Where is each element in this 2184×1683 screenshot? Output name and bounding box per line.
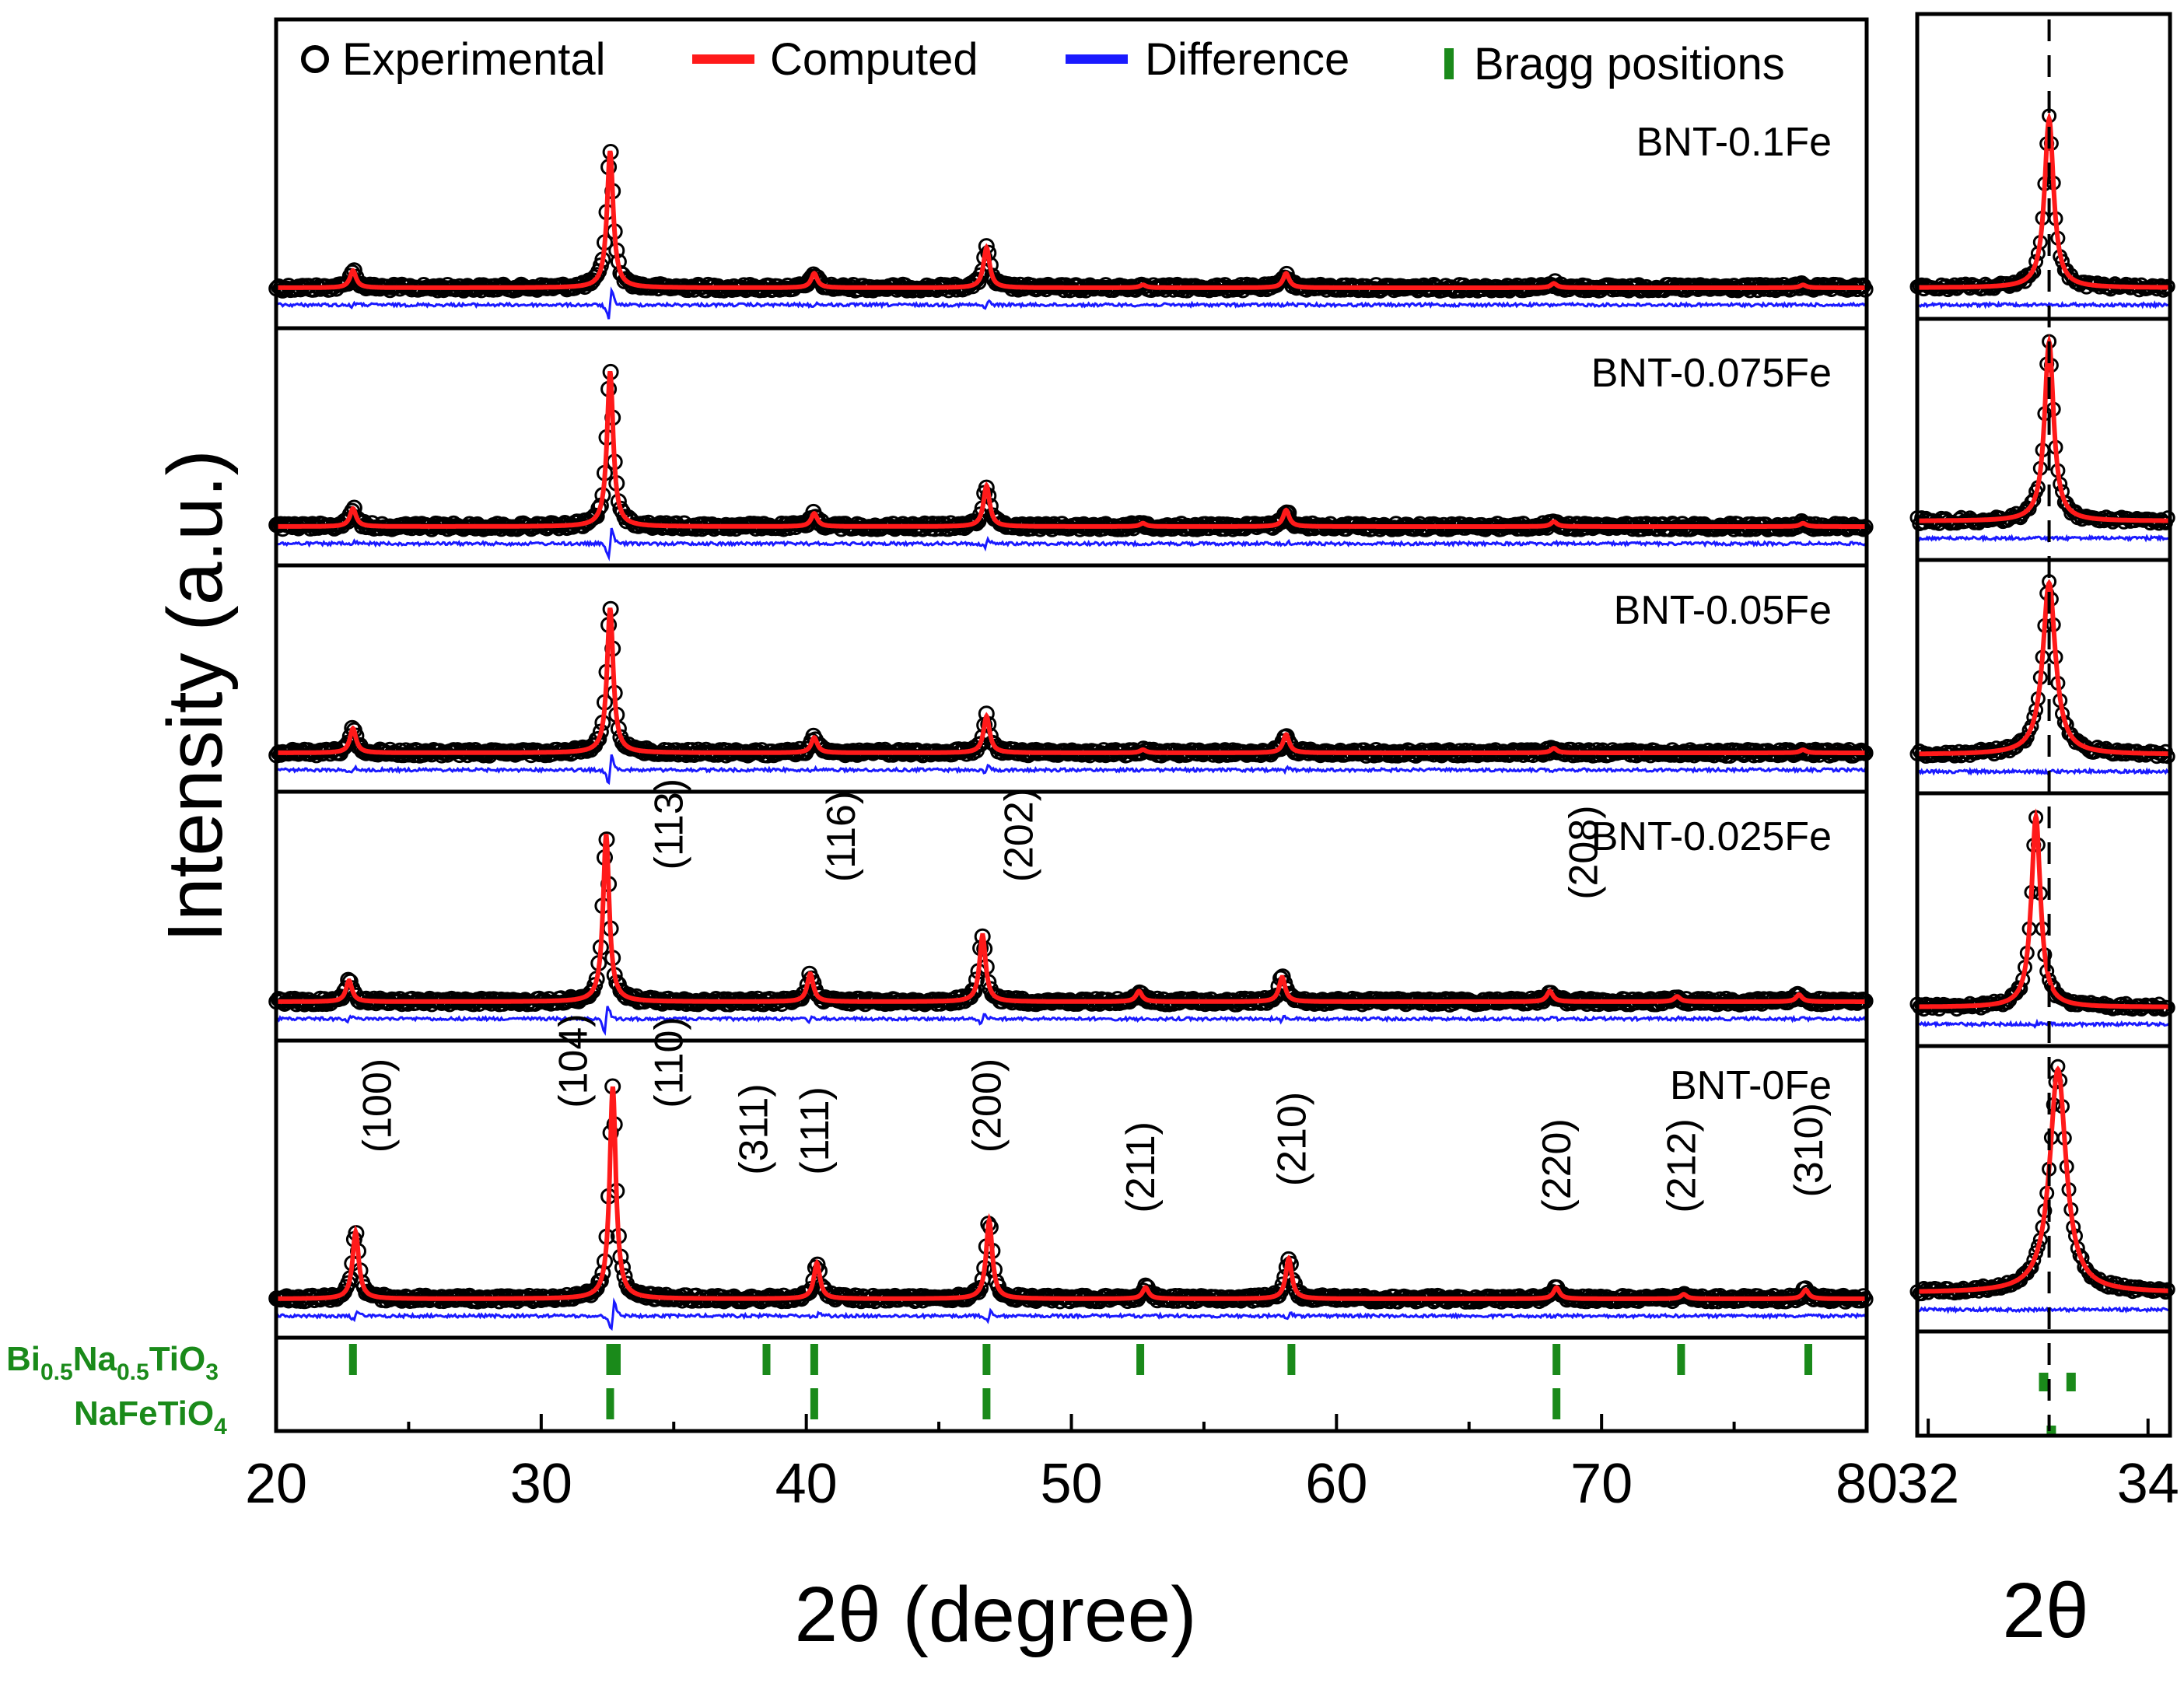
sample-panel-BNT-0.05Fe: BNT-0.05Fe	[268, 563, 1874, 786]
miller-index-label: (208)	[1561, 805, 1606, 899]
legend-computed-marker	[692, 54, 754, 64]
legend: Experimental Computed Difference Bragg p…	[301, 34, 1785, 89]
miller-index-label: (220)	[1535, 1118, 1580, 1212]
phase-label-bnt: Bi0.5Na0.5TiO3	[6, 1340, 219, 1385]
inset-bragg-tick	[2066, 1373, 2076, 1391]
main-frame	[274, 17, 1869, 1433]
computed-line	[276, 370, 1867, 529]
x-tick-label: 20	[245, 1453, 307, 1515]
computed-line	[276, 834, 1867, 1004]
sample-panels: BNT-0.1Fe BNT-0.075Fe BNT-0.05Fe BNT-0.025F…	[268, 120, 1874, 1331]
inset-bragg-tick	[2039, 1373, 2049, 1391]
bragg-tick	[762, 1344, 771, 1375]
experimental-series	[268, 831, 1874, 1013]
miller-index-label: (202)	[996, 788, 1041, 882]
inset-x-axis-label: 2θ	[2002, 1567, 2088, 1654]
miller-index-label: (210)	[1269, 1092, 1314, 1186]
computed-line	[276, 1086, 1867, 1301]
miller-index-label: (110)	[646, 1016, 691, 1108]
phase-label-nafetio4: NaFeTiO4	[74, 1394, 227, 1440]
miller-index-label: (104)	[551, 1013, 597, 1107]
legend-bragg-marker	[1444, 48, 1454, 79]
sample-label: BNT-0Fe	[1670, 1063, 1832, 1108]
miller-index-label: (310)	[1787, 1103, 1832, 1197]
sample-label: BNT-0.05Fe	[1614, 588, 1832, 633]
bragg-tick	[348, 1344, 357, 1375]
inset-panel	[1909, 558, 2175, 776]
sample-label: BNT-0.1Fe	[1636, 120, 1832, 165]
bragg-panel	[276, 1335, 1867, 1419]
bragg-tick	[1287, 1344, 1296, 1375]
experimental-series	[268, 1078, 1874, 1310]
inset-x-axis: 32 34	[1897, 1419, 2179, 1515]
main-plot: BNT-0.1Fe BNT-0.075Fe BNT-0.05Fe BNT-0.025F…	[152, 17, 1898, 1658]
x-tick-label: 40	[775, 1453, 838, 1515]
bragg-tick	[982, 1388, 991, 1419]
experimental-point	[461, 742, 478, 759]
sample-panel-BNT-0.075Fe: BNT-0.075Fe	[268, 326, 1874, 562]
miller-index-label: (200)	[964, 1058, 1010, 1153]
sample-panel-BNT-0Fe: BNT-0Fe (100) (104) (110) (311) (111) (200) (21…	[268, 1013, 1874, 1331]
experimental-series	[268, 144, 1874, 299]
bragg-tick	[1552, 1388, 1561, 1419]
bragg-tick	[613, 1344, 621, 1375]
inset-panel	[1909, 317, 2175, 544]
inset-difference-line	[1916, 534, 2170, 544]
inset-plot: 32 34 2θ	[1897, 12, 2179, 1654]
inset-computed-line	[1916, 579, 2170, 757]
sample-label: BNT-0.025Fe	[1591, 814, 1832, 859]
miller-index-label: (212)	[1659, 1118, 1704, 1212]
inset-x-tick-label: 32	[1897, 1453, 1959, 1515]
miller-index-label: (311)	[732, 1083, 777, 1175]
experimental-point	[1224, 520, 1241, 537]
x-tick-label: 60	[1305, 1453, 1367, 1515]
difference-line	[275, 286, 1867, 320]
inset-experimental-series	[1909, 1058, 2175, 1302]
computed-line	[276, 150, 1867, 290]
bragg-tick	[606, 1388, 614, 1419]
miller-index-label: (116)	[819, 791, 864, 883]
inset-difference-line	[1916, 767, 2172, 776]
bragg-tick	[810, 1344, 818, 1375]
difference-line	[275, 527, 1867, 562]
inset-panel	[1909, 791, 2175, 1029]
inset-panel	[1909, 1044, 2175, 1314]
miller-index-label: (100)	[355, 1058, 401, 1153]
legend-experimental-label: Experimental	[342, 34, 605, 85]
legend-difference-label: Difference	[1145, 34, 1349, 85]
sample-panel-BNT-0.025Fe: BNT-0.025Fe (113) (116) (202) (208)	[268, 779, 1874, 1036]
bragg-tick	[1136, 1344, 1145, 1375]
bragg-tick	[982, 1344, 991, 1375]
inset-difference-line	[1916, 1018, 2171, 1029]
miller-index-label: (113)	[646, 779, 691, 870]
inset-x-tick-label: 34	[2117, 1453, 2179, 1515]
x-tick-label: 80	[1836, 1453, 1898, 1515]
x-tick-label: 30	[510, 1453, 572, 1515]
legend-experimental-marker	[301, 45, 329, 73]
x-tick-label: 70	[1570, 1453, 1633, 1515]
sample-label: BNT-0.075Fe	[1591, 351, 1832, 396]
y-axis-label: Intensity (a.u.)	[152, 450, 239, 943]
legend-bragg-label: Bragg positions	[1474, 39, 1785, 89]
bragg-tick	[1804, 1344, 1812, 1375]
inset-difference-line	[1916, 1305, 2172, 1314]
inset-difference-line	[1916, 299, 2171, 310]
bragg-tick	[1552, 1344, 1561, 1375]
bragg-tick	[810, 1388, 818, 1419]
legend-difference-marker	[1066, 54, 1128, 64]
inset-panel	[1909, 108, 2175, 310]
miller-index-label: (211)	[1118, 1121, 1164, 1213]
inset-panels	[1909, 108, 2175, 1314]
x-axis-label: 2θ (degree)	[795, 1571, 1197, 1658]
sample-panel-BNT-0.1Fe: BNT-0.1Fe	[268, 120, 1874, 320]
bragg-tick	[1677, 1344, 1685, 1375]
miller-index-label: (111)	[793, 1086, 838, 1175]
experimental-point	[588, 508, 605, 525]
inset-computed-line	[1917, 111, 2170, 290]
legend-computed-label: Computed	[770, 34, 978, 85]
inset-computed-line	[1917, 1065, 2170, 1294]
x-tick-label: 50	[1040, 1453, 1102, 1515]
inset-bragg-panel	[1917, 1329, 2170, 1435]
